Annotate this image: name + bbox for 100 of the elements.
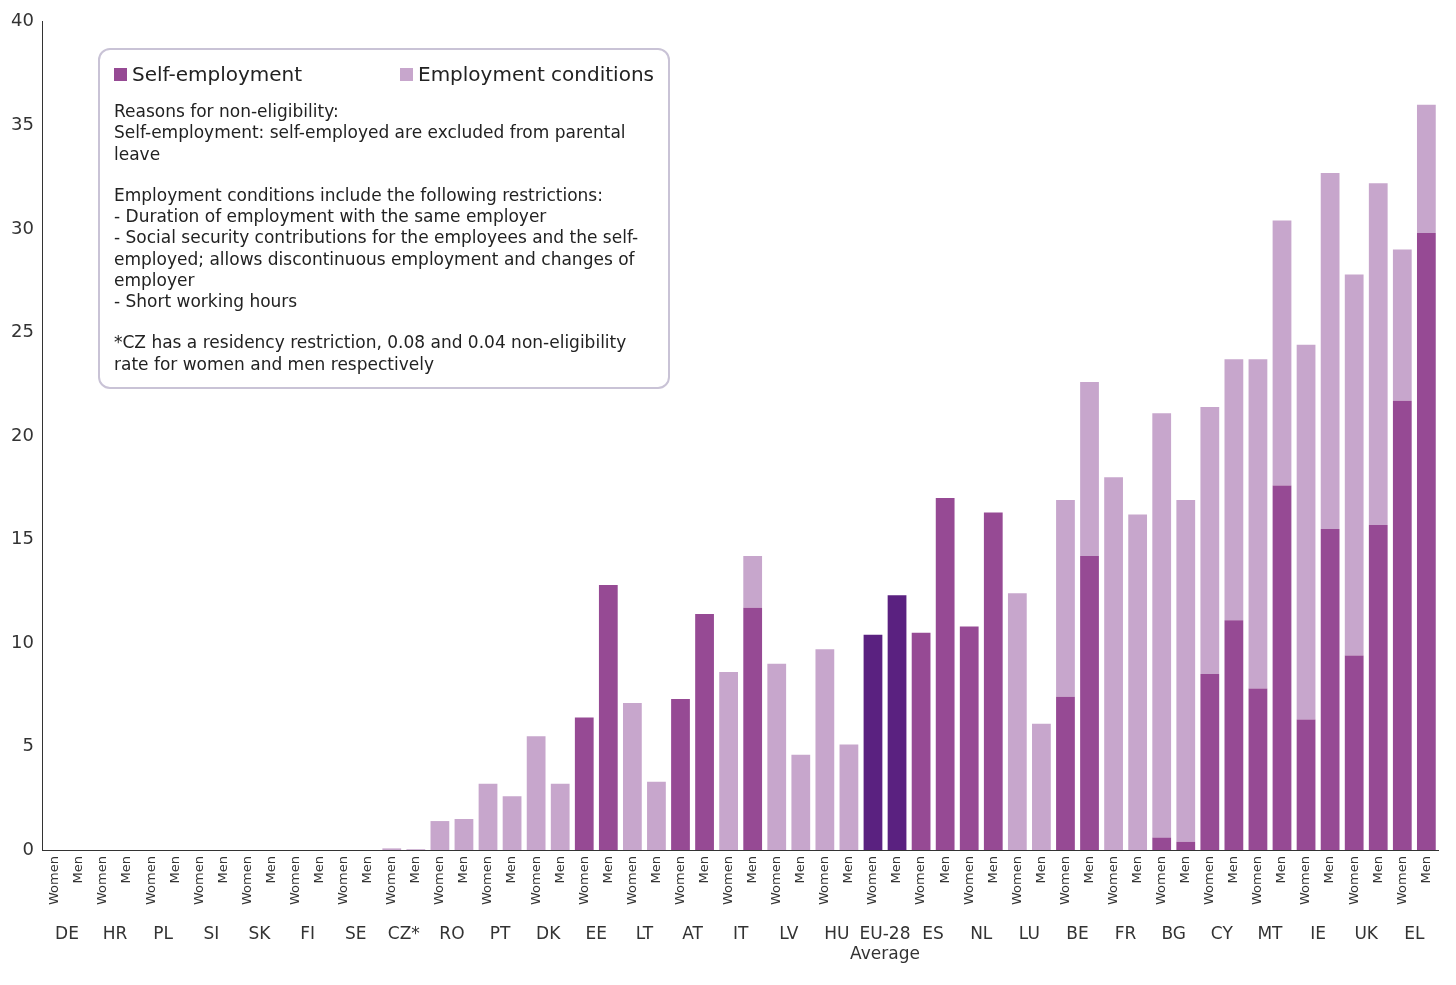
text: EE <box>585 922 608 943</box>
text: CZ* <box>387 922 420 943</box>
bar <box>1176 500 1196 842</box>
x-tick-label: Women <box>1297 856 1313 906</box>
text: FR <box>1114 922 1137 943</box>
x-tick-label: Women <box>1153 856 1169 906</box>
bar <box>1248 688 1268 851</box>
bar <box>1032 723 1051 851</box>
bar <box>767 663 787 851</box>
text: PL <box>153 922 174 943</box>
bar <box>1152 413 1172 838</box>
bar <box>1344 655 1364 851</box>
x-tick-label: Women <box>46 856 62 906</box>
x-tick-label: Men <box>1129 856 1145 884</box>
x-tick-label: Women <box>671 856 687 906</box>
text: AT <box>682 922 704 943</box>
bar <box>1224 359 1244 621</box>
bar <box>1368 183 1388 525</box>
text: LV <box>779 922 799 943</box>
x-tick-label: Women <box>575 856 591 906</box>
text: NL <box>970 922 993 943</box>
bar <box>526 736 546 851</box>
text: FI <box>300 922 315 943</box>
text: IT <box>732 922 749 943</box>
bar <box>1368 524 1388 851</box>
bar <box>1176 841 1196 851</box>
text: ES <box>922 922 944 943</box>
bar <box>1056 500 1075 697</box>
x-tick-label: Men <box>984 856 1000 884</box>
x-tick-label: Men <box>840 856 856 884</box>
text: DE <box>55 922 79 943</box>
legend-label: Self-employment <box>132 62 303 87</box>
text: BE <box>1066 922 1089 943</box>
y-tick-label: 5 <box>22 734 34 756</box>
bar <box>1200 406 1220 675</box>
bar <box>887 595 907 851</box>
x-tick-label: Women <box>527 856 543 906</box>
bar <box>550 783 570 851</box>
x-tick-label: Men <box>214 856 230 884</box>
bar <box>574 717 594 851</box>
x-tick-label: Women <box>1345 856 1361 906</box>
x-tick-label: Men <box>744 856 760 884</box>
x-tick-label: Men <box>70 856 86 884</box>
x-tick-label: Men <box>359 856 375 884</box>
bar <box>1416 233 1436 851</box>
y-tick-label: 0 <box>22 837 34 859</box>
x-tick-label: Men <box>310 856 326 884</box>
bar <box>623 703 642 851</box>
x-tick-label: Women <box>960 856 976 906</box>
bar <box>1344 274 1364 656</box>
text: IE <box>1310 922 1326 943</box>
text: HU <box>824 922 850 943</box>
x-tick-label: Women <box>238 856 254 906</box>
x-tick-label: Men <box>1080 856 1096 884</box>
bar <box>1128 514 1148 851</box>
bar <box>478 783 498 851</box>
y-tick-label: 30 <box>11 216 34 238</box>
annotation: *CZ has a residency restriction, 0.08 and 0.04 non-eligibility rate for women and men respectively <box>114 332 628 375</box>
bar <box>1080 382 1099 557</box>
bar <box>502 796 522 851</box>
bar <box>743 556 763 608</box>
text: BG <box>1161 922 1187 943</box>
x-tick-label: Women <box>142 856 158 906</box>
x-tick-label: Men <box>407 856 423 884</box>
bar <box>1416 104 1436 234</box>
x-tick-label: Women <box>286 856 302 906</box>
x-tick-label: Men <box>599 856 615 884</box>
x-tick-label: Men <box>695 856 711 884</box>
bar <box>454 818 474 851</box>
bar <box>935 498 955 851</box>
x-tick-label: Women <box>431 856 447 906</box>
x-tick-label: Men <box>1032 856 1048 884</box>
bar <box>1200 674 1220 851</box>
x-tick-label: Women <box>383 856 399 906</box>
annotation: Employment conditions include the following restrictions: - Duration of employment with the same employer - Social security contributions for the employees and the self-employed; allows discontinuous employment and changes of employer - Short working hours <box>114 184 640 313</box>
bar <box>959 626 979 851</box>
bar <box>1320 172 1340 530</box>
text: SK <box>248 922 272 943</box>
text: EU-28 Average <box>850 922 920 963</box>
bar <box>983 512 1003 851</box>
x-tick-label: Women <box>719 856 735 906</box>
bar <box>598 585 618 851</box>
text: MT <box>1257 922 1284 943</box>
x-tick-label: Women <box>1056 856 1072 906</box>
x-tick-label: Women <box>623 856 639 906</box>
x-tick-label: Men <box>792 856 808 884</box>
x-tick-label: Women <box>768 856 784 906</box>
x-tick-label: Women <box>335 856 351 906</box>
text: DK <box>536 922 562 943</box>
bar <box>1320 529 1340 851</box>
text: LU <box>1018 922 1040 943</box>
bar <box>815 649 835 851</box>
bar <box>719 671 738 851</box>
bar <box>1248 359 1268 689</box>
y-tick-label: 40 <box>11 9 34 31</box>
x-tick-label: Men <box>888 856 904 884</box>
x-tick-label: Women <box>94 856 110 906</box>
bar <box>1272 485 1292 851</box>
bar <box>671 698 690 851</box>
x-tick-label: Men <box>1417 856 1433 884</box>
